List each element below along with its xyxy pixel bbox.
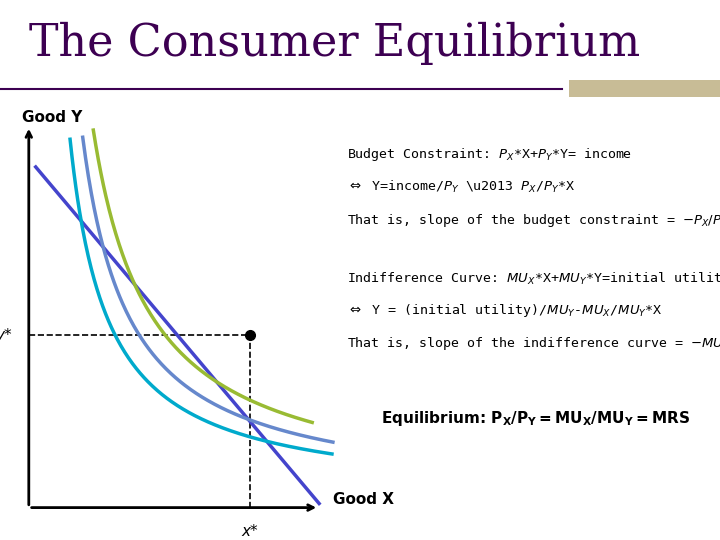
Bar [569,80,720,97]
Text: $\Leftrightarrow$ Y = (initial utility)/$MU_Y$-$MU_X$/$MU_Y$*X: $\Leftrightarrow$ Y = (initial utility)/… [347,302,662,319]
Text: Budget Constraint: $P_X$*X+$P_Y$*Y= income: Budget Constraint: $P_X$*X+$P_Y$*Y= inco… [347,146,632,164]
Text: Good Y: Good Y [22,110,82,125]
Text: That is, slope of the budget constraint = $-P_X/P_Y$: That is, slope of the budget constraint … [347,212,720,229]
Text: Equilibrium: $\mathbf{P_X/P_Y=MU_X/MU_Y=MRS}$: Equilibrium: $\mathbf{P_X/P_Y=MU_X/MU_Y=… [382,409,690,428]
Text: $\Leftrightarrow$ Y=income/$P_Y$ \u2013 $P_X$/$P_Y$*X: $\Leftrightarrow$ Y=income/$P_Y$ \u2013 … [347,179,575,195]
Text: The Consumer Equilibrium: The Consumer Equilibrium [29,22,640,65]
Text: x*: x* [242,524,258,539]
Text: Good X: Good X [333,492,394,507]
Text: y*: y* [0,328,12,343]
Text: That is, slope of the indifference curve = $-MU_X/MU_Y$: That is, slope of the indifference curve… [347,335,720,352]
Text: Indifference Curve: $MU_X$*X+$MU_Y$*Y=initial utility: Indifference Curve: $MU_X$*X+$MU_Y$*Y=in… [347,269,720,287]
